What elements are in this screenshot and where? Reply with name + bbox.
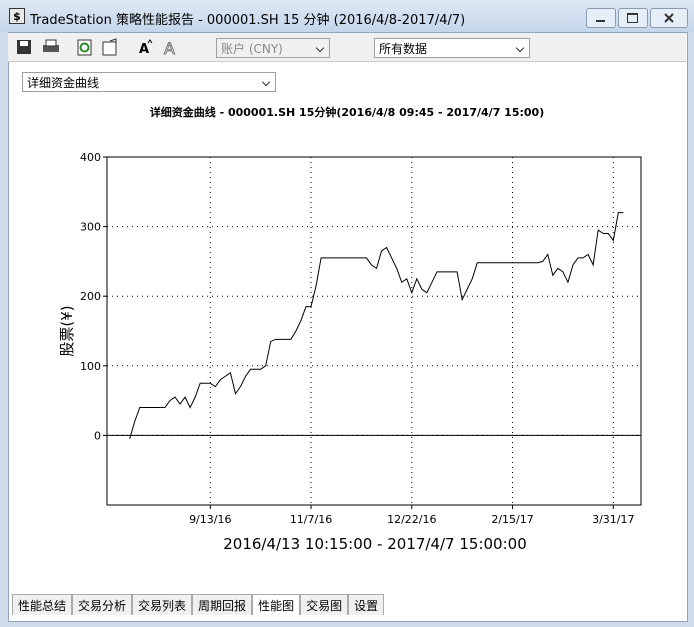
x-tick-label: 3/31/17: [592, 513, 634, 526]
print-button[interactable]: [40, 37, 62, 57]
chart-title: 详细资金曲线 - 000001.SH 15分钟(2016/4/8 09:45 -…: [150, 105, 544, 119]
view-select[interactable]: 详细资金曲线: [22, 72, 276, 92]
plot-frame: [106, 156, 642, 506]
close-button[interactable]: [650, 8, 688, 28]
window-title: TradeStation 策略性能报告 - 000001.SH 15 分钟 (2…: [30, 13, 466, 28]
x-tick-label: 11/7/16: [290, 513, 332, 526]
tab[interactable]: 交易列表: [132, 594, 193, 615]
x-tick-label: 2/15/17: [491, 513, 533, 526]
account-select: 账户 (CNY): [216, 38, 330, 58]
refresh-button[interactable]: [74, 37, 96, 57]
toolbar: [8, 33, 686, 62]
font-smaller-button[interactable]: A: [160, 37, 182, 58]
x-axis-label: 2016/4/13 10:15:00 - 2017/4/7 15:00:00: [223, 535, 527, 553]
y-tick-label: 200: [80, 290, 101, 303]
font-larger-button[interactable]: A: [134, 37, 156, 57]
tab[interactable]: 性能图: [252, 594, 301, 615]
settings-button[interactable]: [100, 37, 122, 57]
tab-bar: 性能总结 交易分析 交易列表 周期回报 性能图 交易图 设置: [12, 594, 385, 615]
y-tick-label: 0: [94, 429, 101, 442]
x-tick-label: 12/22/16: [387, 513, 436, 526]
y-tick-label: 300: [80, 221, 101, 234]
save-button[interactable]: [14, 37, 36, 57]
svg-text:A: A: [139, 42, 149, 57]
x-tick-label: 9/13/16: [189, 513, 231, 526]
y-axis-label: 股票(¥): [58, 305, 76, 356]
title-bar: $ TradeStation 策略性能报告 - 000001.SH 15 分钟 …: [0, 0, 694, 32]
y-tick-label: 100: [80, 360, 101, 373]
tab[interactable]: 设置: [348, 594, 385, 615]
tab[interactable]: 交易图: [300, 594, 349, 615]
y-tick-label: 400: [80, 151, 101, 164]
maximize-button[interactable]: [618, 8, 648, 28]
data-select[interactable]: 所有数据: [374, 38, 530, 58]
tab[interactable]: 性能总结: [12, 594, 73, 615]
tab[interactable]: 交易分析: [72, 594, 133, 615]
svg-text:A: A: [164, 39, 175, 57]
chart: 详细资金曲线 - 000001.SH 15分钟(2016/4/8 09:45 -…: [58, 105, 642, 553]
equity-line: [129, 212, 624, 440]
app-icon: $: [9, 8, 25, 24]
minimize-button[interactable]: [586, 8, 616, 28]
svg-text:$: $: [13, 10, 21, 23]
tab[interactable]: 周期回报: [192, 594, 253, 615]
